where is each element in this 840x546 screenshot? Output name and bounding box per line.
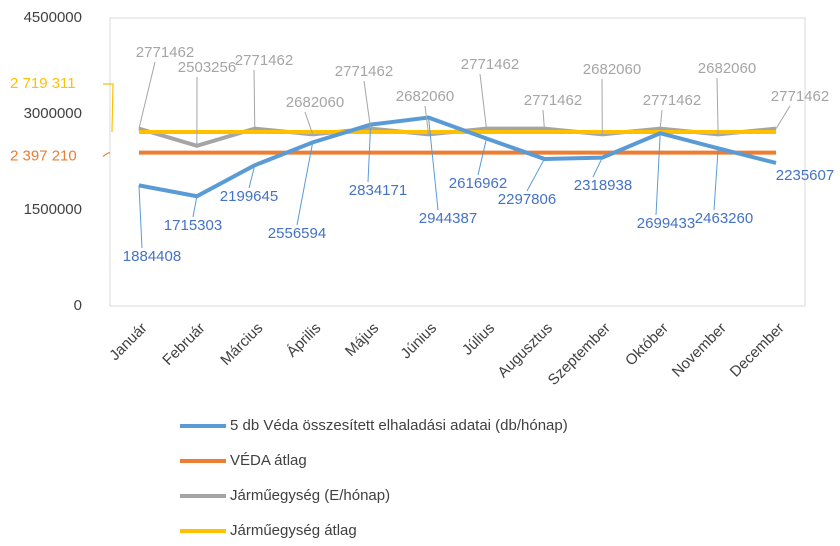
data-label: 2771462 [235, 52, 293, 69]
x-tick-label: Január [106, 320, 150, 364]
data-label: 2616962 [449, 175, 507, 192]
label-leader [717, 78, 718, 134]
data-label: 2771462 [771, 88, 829, 105]
label-leader [364, 81, 371, 129]
x-tick-label: Március [217, 320, 266, 369]
annotation-leader [103, 153, 110, 157]
annotation: 2 719 311 [10, 75, 76, 92]
data-label: 2682060 [286, 94, 344, 111]
y-tick-label: 4500000 [24, 9, 82, 26]
x-tick-label: November [669, 320, 730, 381]
x-tick-label: December [727, 320, 788, 381]
label-leader [193, 196, 197, 217]
x-tick-label: Október [622, 320, 672, 370]
x-tick-label: Június [397, 320, 440, 363]
data-label: 2771462 [461, 56, 519, 73]
label-leader [714, 148, 718, 210]
label-leader [776, 106, 790, 129]
legend-label: 5 db Véda összesített elhaladási adatai … [230, 417, 568, 434]
x-tick-label: Április [283, 320, 324, 361]
annotation-leader [103, 84, 113, 132]
data-label: 2199645 [220, 188, 278, 205]
label-leader [254, 70, 255, 129]
data-label: 2682060 [396, 88, 454, 105]
y-tick-label: 3000000 [24, 105, 82, 122]
label-leader [543, 110, 544, 129]
x-tick-label: Február [159, 320, 208, 369]
data-label: 2699433 [637, 215, 695, 232]
label-leader [656, 133, 660, 215]
y-tick-label: 0 [74, 297, 82, 314]
data-label: 2834171 [349, 182, 407, 199]
label-leader [527, 159, 544, 191]
data-label: 2556594 [268, 225, 326, 242]
label-leader [478, 139, 486, 175]
data-label: 1715303 [164, 217, 222, 234]
x-tick-label: Augusztus [494, 320, 556, 382]
data-label: 2297806 [498, 191, 556, 208]
label-leader [139, 185, 142, 248]
data-label: 2771462 [335, 63, 393, 80]
y-tick-label: 1500000 [24, 201, 82, 218]
data-label: 2771462 [524, 92, 582, 109]
label-leader [297, 142, 313, 225]
data-label: 2944387 [419, 210, 477, 227]
label-leader [593, 158, 602, 177]
x-tick-label: Július [459, 320, 498, 359]
legend-label: VÉDA átlag [230, 452, 307, 469]
data-label: 2503256 [178, 59, 236, 76]
x-tick-label: Szeptember [545, 320, 614, 389]
legend-label: Járműegység átlag [230, 522, 357, 539]
data-label: 2235607 [776, 167, 834, 184]
label-leader [480, 74, 486, 129]
x-tick-label: Május [342, 320, 382, 360]
data-label: 2318938 [574, 177, 632, 194]
label-leader [139, 62, 155, 129]
label-leader [660, 110, 662, 129]
legend-label: Járműegység (E/hónap) [230, 487, 390, 504]
annotation: 2 397 210 [10, 148, 77, 165]
data-label: 2771462 [643, 92, 701, 109]
data-label: 1884408 [123, 248, 181, 265]
data-label: 2682060 [698, 60, 756, 77]
data-label: 2463260 [695, 210, 753, 227]
data-label: 2682060 [583, 61, 641, 78]
